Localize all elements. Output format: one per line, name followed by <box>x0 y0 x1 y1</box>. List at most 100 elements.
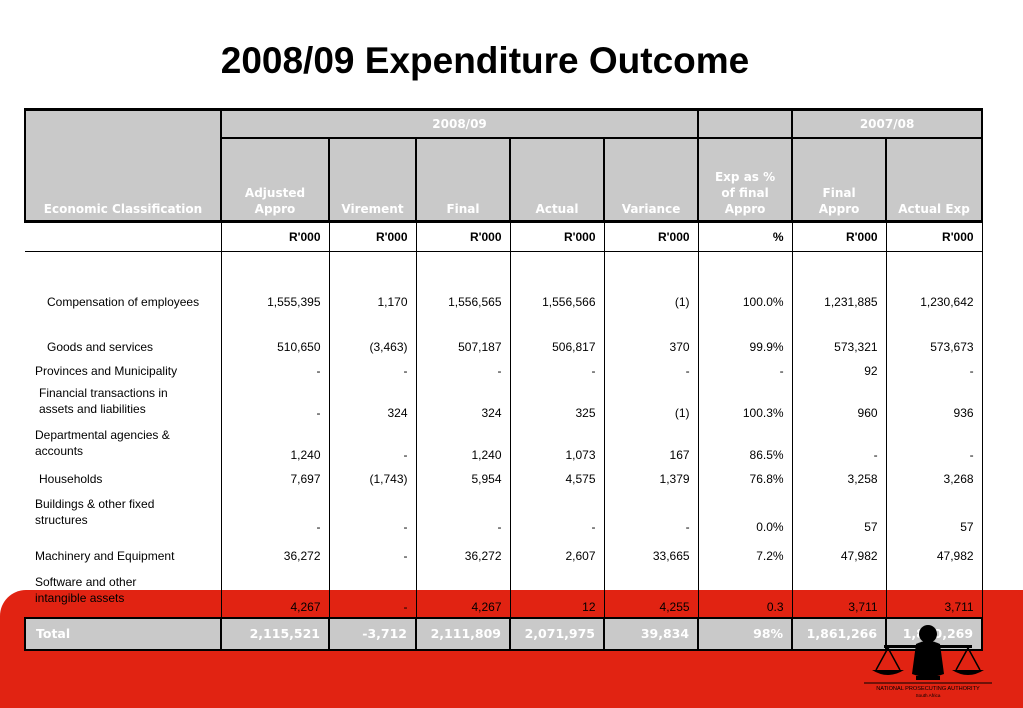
table-row: Goods and services 510,650 (3,463) 507,187 5… <box>25 329 983 357</box>
table-cell: 47,982 <box>791 536 887 566</box>
table-cell: - <box>328 488 417 537</box>
total-label: Total <box>24 616 222 651</box>
table-body: R'000 R'000 R'000 R'000 R'000 % R'000 R'… <box>25 221 983 618</box>
row-label: Provinces and Municipality <box>25 356 222 381</box>
header-period-2008-09: 2008/09 <box>219 108 700 139</box>
table-cell: - <box>220 356 330 381</box>
table-cell: 1,240 <box>415 422 511 465</box>
table-cell: 2,607 <box>509 536 605 566</box>
table-cell: - <box>603 488 699 537</box>
table-cell: 573,321 <box>791 329 887 357</box>
table-cell: 1,231,885 <box>791 251 887 330</box>
header-text: Appro <box>724 202 766 216</box>
table-row: Machinery and Equipment 36,272-36,272 2,60… <box>25 536 983 566</box>
table-cell: 99.9% <box>697 329 793 357</box>
header-text: of final <box>721 186 769 200</box>
table-cell: 86.5% <box>697 422 793 465</box>
header-adjusted-appro: Adjusted Appro <box>220 138 330 223</box>
header-actual-exp: Actual Exp <box>885 138 984 223</box>
logo-text-line1: NATIONAL PROSECUTING AUTHORITY <box>876 686 980 692</box>
header-period-2007-08: 2007/08 <box>791 108 984 139</box>
total-cell: -3,712 <box>328 616 417 651</box>
units-cell: R'000 <box>791 221 887 252</box>
row-label: Buildings & other fixed structures <box>25 488 222 537</box>
row-label-text: assets and liabilities <box>39 401 146 416</box>
table-cell: (3,463) <box>328 329 417 357</box>
table-cell: - <box>415 488 511 537</box>
header-text: Adjusted <box>244 186 306 200</box>
table-cell: 92 <box>791 356 887 381</box>
row-label-text: Machinery and Equipment <box>35 548 175 563</box>
table-cell: 0.3 <box>697 565 793 618</box>
units-row: R'000 R'000 R'000 R'000 R'000 % R'000 R'… <box>25 221 983 252</box>
units-cell: R'000 <box>220 221 330 252</box>
row-label-text: structures <box>35 512 88 527</box>
table-cell: 47,982 <box>885 536 983 566</box>
table-cell: 57 <box>885 488 983 537</box>
row-label: Machinery and Equipment <box>25 536 222 566</box>
header-text: Appro <box>254 202 296 216</box>
header-text: Exp as % <box>714 170 776 184</box>
table-cell: 3,711 <box>885 565 983 618</box>
table-cell: 3,258 <box>791 464 887 489</box>
total-cell: 2,071,975 <box>509 616 605 651</box>
row-label-text: Buildings & other fixed <box>35 496 155 511</box>
table-cell: 1,240 <box>220 422 330 465</box>
row-label: Compensation of employees <box>25 251 222 330</box>
header-period-blank <box>697 108 794 139</box>
table-cell: - <box>603 356 699 381</box>
total-cell: 1,861,266 <box>791 616 888 651</box>
row-label-text: Provinces and Municipality <box>35 363 178 378</box>
table-cell: - <box>885 422 983 465</box>
table-cell: (1) <box>603 251 699 330</box>
table-cell: 167 <box>603 422 699 465</box>
table-cell: 0.0% <box>697 488 793 537</box>
table-cell: 1,556,565 <box>415 251 511 330</box>
table-cell: 7.2% <box>697 536 793 566</box>
table-cell: - <box>220 380 330 423</box>
table-cell: 36,272 <box>220 536 330 566</box>
header-final: Final <box>415 138 511 223</box>
row-label-text: Compensation of employees <box>47 294 200 309</box>
table-row: Households 7,697 (1,743) 5,954 4,575 1,379 76.… <box>25 464 983 489</box>
table-cell: 4,267 <box>415 565 511 618</box>
table-cell: 1,556,566 <box>509 251 605 330</box>
units-cell: R'000 <box>328 221 417 252</box>
table-cell: 510,650 <box>220 329 330 357</box>
logo-text-line2: South Africa <box>916 693 941 698</box>
header-text: Final <box>822 186 856 200</box>
table-cell: 4,267 <box>220 565 330 618</box>
table-cell: (1,743) <box>328 464 417 489</box>
table-cell: 3,711 <box>791 565 887 618</box>
expenditure-table: Economic Classification 2008/09 2007/08 … <box>24 108 984 651</box>
row-label: Financial transactions in assets and liab… <box>25 380 222 423</box>
header-actual: Actual <box>509 138 605 223</box>
table-row: Compensation of employees 1,555,395 1,170 1… <box>25 251 983 330</box>
table-cell: 5,954 <box>415 464 511 489</box>
npa-logo: NATIONAL PROSECUTING AUTHORITY South Afr… <box>858 618 998 704</box>
header-virement: Virement <box>328 138 417 223</box>
table-cell: 936 <box>885 380 983 423</box>
row-label-text: Goods and services <box>47 339 154 354</box>
units-cell: R'000 <box>509 221 605 252</box>
row-label: Departmental agencies & accounts <box>25 422 222 465</box>
table-cell: 76.8% <box>697 464 793 489</box>
row-label: Software and other intangible assets <box>25 565 222 618</box>
table-cell: - <box>328 422 417 465</box>
table-cell: - <box>415 356 511 381</box>
units-cell: % <box>697 221 793 252</box>
header-exp-pct: Exp as % of final Appro <box>697 138 794 223</box>
row-label-text: Departmental agencies & <box>35 427 170 442</box>
row-label: Households <box>25 464 222 489</box>
table-cell: 1,073 <box>509 422 605 465</box>
header-variance: Variance <box>602 138 700 223</box>
scales-of-justice-icon: NATIONAL PROSECUTING AUTHORITY South Afr… <box>864 625 992 698</box>
table-cell: 12 <box>509 565 605 618</box>
table-cell: 100.3% <box>697 380 793 423</box>
header-text: Appro <box>818 202 860 216</box>
units-cell: R'000 <box>885 221 983 252</box>
table-cell: 325 <box>509 380 605 423</box>
table-row: Buildings & other fixed structures - - - - -0.… <box>25 488 983 537</box>
row-label: Goods and services <box>25 329 222 357</box>
table-cell: 4,575 <box>509 464 605 489</box>
